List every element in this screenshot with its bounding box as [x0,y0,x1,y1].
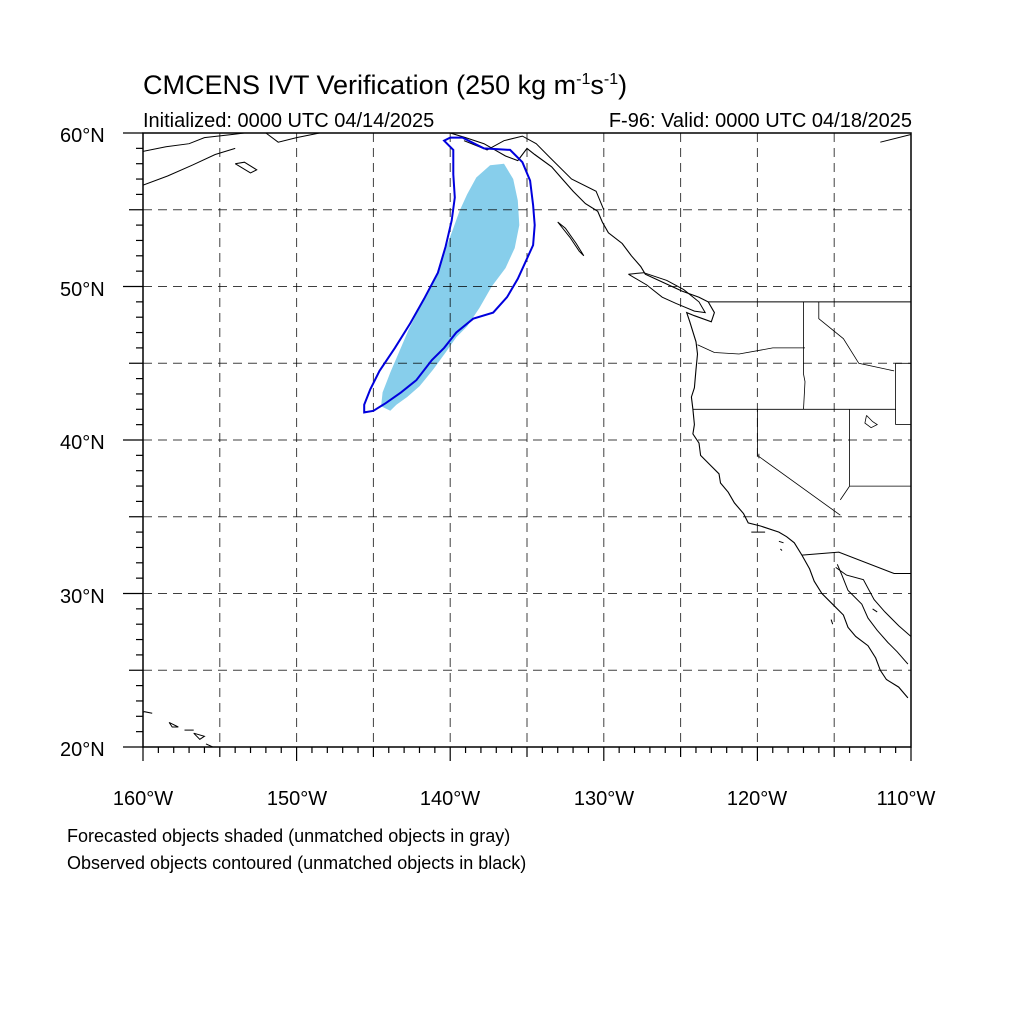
lon-label-140: 140°W [420,788,480,810]
alaska-coastline [143,147,236,186]
country-border [801,551,911,574]
coastline-layer [143,133,911,747]
country-border [463,135,605,210]
caption-forecast: Forecasted objects shaded (unmatched obj… [67,826,511,846]
mainland-gulf-coastline [835,566,911,637]
lat-label-30: 30°N [60,586,105,608]
alaska-coastline [265,133,320,143]
lon-label-160: 160°W [113,788,173,810]
lon-label-120: 120°W [727,788,787,810]
hawaii-island [205,743,215,747]
figure-title: CMCENS IVT Verification (250 kg m-1s-1) [143,70,628,100]
lon-label-130: 130°W [574,788,634,810]
lat-label-40: 40°N [60,432,105,454]
hawaii-island [168,721,179,728]
state-border [839,409,850,501]
state-border [818,301,895,372]
small-island [830,619,834,625]
gulf-coastline [836,564,909,665]
valid-label: F-96: Valid: 0000 UTC 04/18/2025 [608,110,912,132]
alaska-coastline [234,161,258,174]
state-border [697,344,805,355]
small-island [780,548,783,551]
hawaii-island [193,732,206,740]
observed-object-layer [363,136,536,414]
state-border [803,301,806,410]
island-outline [628,272,707,314]
small-island [778,540,784,544]
lat-label-20: 20°N [60,739,105,761]
caption-observed: Observed objects contoured (unmatched ob… [67,853,527,873]
observed-object [363,136,536,414]
lat-label-60: 60°N [60,125,105,147]
lon-label-110: 110°W [877,788,936,810]
axis-ticks [123,132,912,761]
gridlines [143,133,911,747]
state-border [757,409,841,516]
small-island [872,608,878,613]
island-outline [557,221,585,257]
lake-outline [864,415,878,429]
lon-label-150: 150°W [267,788,327,810]
alaska-coastline [880,134,911,143]
pacific-coastline [450,133,909,699]
lat-label-50: 50°N [60,279,105,301]
alaska-coastline [143,133,245,152]
hawaii-island [143,711,153,714]
initialized-label: Initialized: 0000 UTC 04/14/2025 [143,110,435,132]
